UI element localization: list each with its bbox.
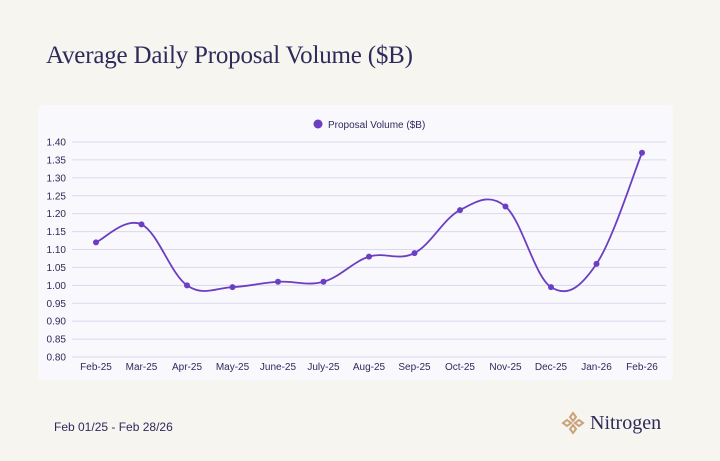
- y-tick-label: 0.85: [47, 335, 67, 346]
- y-tick-label: 1.25: [47, 191, 67, 202]
- data-point[interactable]: [138, 221, 145, 228]
- data-point[interactable]: [639, 149, 645, 156]
- x-tick-label: Dec-25: [535, 362, 568, 373]
- line-chart: 0.80 0.85 0.90 0.95 1.00 1.05 1.10 1.15 1.20 1.25…: [47, 119, 666, 373]
- x-tick-label: June-25: [260, 362, 297, 373]
- x-tick-label: Feb-25: [80, 362, 112, 373]
- y-axis-ticks: 0.80 0.85 0.90 0.95 1.00 1.05 1.10 1.15 1.20 1.25…: [47, 138, 67, 364]
- chart-card: 0.80 0.85 0.90 0.95 1.00 1.05 1.10 1.15 1.20 1.25…: [38, 105, 673, 380]
- legend: Proposal Volume ($B): [313, 119, 425, 131]
- x-tick-label: Oct-25: [445, 362, 475, 373]
- x-tick-label: July-25: [307, 362, 340, 373]
- y-tick-label: 0.90: [47, 317, 67, 328]
- date-range: Feb 01/25 - Feb 28/26: [54, 420, 173, 434]
- brand-logo: Nitrogen: [560, 410, 661, 436]
- data-point[interactable]: [184, 282, 190, 289]
- y-tick-label: 1.30: [47, 173, 67, 184]
- series-proposal-volume: [93, 149, 645, 293]
- x-tick-label: Feb-26: [626, 362, 658, 373]
- grid-lines: [72, 141, 666, 358]
- y-tick-label: 1.15: [47, 227, 67, 238]
- x-tick-label: Nov-25: [489, 362, 522, 373]
- page-title: Average Daily Proposal Volume ($B): [46, 42, 413, 69]
- data-point[interactable]: [320, 278, 327, 285]
- nitrogen-logo-icon: [561, 411, 585, 435]
- y-tick-label: 1.35: [47, 155, 67, 166]
- data-point[interactable]: [275, 278, 281, 285]
- y-tick-label: 0.95: [47, 299, 67, 310]
- legend-label: Proposal Volume ($B): [328, 120, 425, 131]
- y-tick-label: 1.40: [47, 138, 67, 149]
- y-tick-label: 1.10: [47, 245, 67, 256]
- y-tick-label: 1.00: [47, 281, 67, 292]
- data-point[interactable]: [548, 284, 554, 291]
- x-tick-label: Aug-25: [353, 362, 386, 373]
- series-line: [95, 152, 643, 293]
- data-point[interactable]: [93, 239, 99, 246]
- brand-name: Nitrogen: [590, 411, 662, 434]
- x-tick-label: Sep-25: [398, 362, 431, 373]
- y-tick-label: 1.05: [47, 263, 67, 274]
- x-tick-label: Apr-25: [172, 362, 202, 373]
- x-axis-ticks: Feb-25 Mar-25 Apr-25 May-25 June-25 July-25 Au…: [80, 362, 658, 373]
- x-tick-label: Mar-25: [126, 362, 158, 373]
- legend-marker: [313, 119, 323, 129]
- x-tick-label: May-25: [216, 362, 250, 373]
- data-point[interactable]: [411, 250, 418, 257]
- y-tick-label: 1.20: [47, 209, 67, 220]
- x-tick-label: Jan-26: [581, 362, 612, 373]
- y-tick-label: 0.80: [47, 353, 67, 364]
- data-point[interactable]: [593, 260, 600, 267]
- data-point[interactable]: [457, 207, 463, 214]
- data-point[interactable]: [502, 203, 509, 210]
- data-point[interactable]: [229, 284, 236, 291]
- data-point[interactable]: [366, 253, 372, 260]
